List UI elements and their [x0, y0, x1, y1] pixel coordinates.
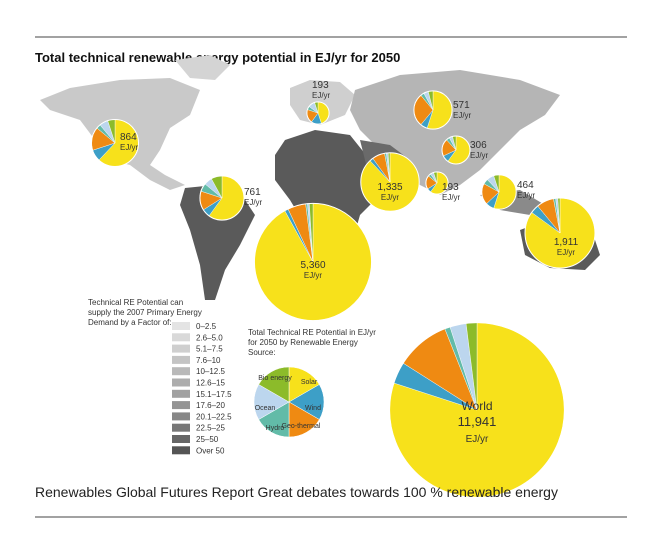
- region-total: 1,335: [377, 182, 402, 193]
- region-unit: EJ/yr: [442, 193, 461, 202]
- pie-outline: [306, 101, 330, 125]
- factor-swatch: [172, 423, 190, 432]
- region-pies: 864EJ/yr761EJ/yr5,360EJ/yr193EJ/yr571EJ/…: [90, 80, 596, 498]
- pie-outline: [441, 135, 471, 165]
- region-unit: EJ/yr: [557, 248, 576, 257]
- source-label: Bio energy: [258, 375, 292, 382]
- region-total: 464: [517, 180, 534, 191]
- region-total: 306: [470, 140, 487, 151]
- factor-swatch: [172, 322, 190, 330]
- factor-label: 2.6–5.0: [196, 333, 223, 342]
- region-total: 5,360: [300, 260, 325, 271]
- pie-outline: [413, 90, 453, 130]
- source-label: Geo-thermal: [282, 423, 321, 430]
- region-total: 1,911: [554, 237, 579, 248]
- pie-outline: [481, 174, 517, 210]
- pie-outline: [90, 118, 140, 168]
- factor-label: 7.6–10: [196, 356, 221, 365]
- world-unit: EJ/yr: [466, 434, 489, 445]
- pie-outline: [253, 202, 373, 322]
- factor-label: 15.1–17.5: [196, 390, 232, 399]
- source-label: Wind: [305, 405, 321, 412]
- region-total: 761: [244, 187, 261, 198]
- world-total: 11,941: [458, 414, 497, 429]
- factor-label: 25–50: [196, 435, 219, 444]
- source-swatch: [258, 366, 290, 403]
- factor-label: 12.6–15: [196, 379, 225, 388]
- factor-legend-title: Technical RE Potential can supply the 20…: [88, 298, 202, 327]
- pie-outline: [524, 197, 596, 269]
- region-unit: EJ/yr: [381, 193, 400, 202]
- factor-label: 20.1–22.5: [196, 412, 232, 421]
- factor-swatch: [172, 435, 190, 443]
- factor-label: 22.5–25: [196, 424, 225, 433]
- source-legend-title-box: Total Technical RE Potential in EJ/yr fo…: [248, 328, 376, 357]
- factor-swatch: [172, 389, 190, 398]
- factor-swatch: [172, 412, 190, 421]
- factor-label: 10–12.5: [196, 367, 225, 376]
- source-label: Hydro: [266, 425, 285, 432]
- factor-label: 5.1–7.5: [196, 345, 223, 354]
- factor-swatch: [172, 344, 190, 353]
- region-unit: EJ/yr: [517, 191, 536, 200]
- region-total: 193: [442, 182, 459, 193]
- pie-outline: [199, 175, 245, 221]
- factor-swatch: [172, 333, 190, 342]
- region-unit: EJ/yr: [470, 151, 489, 160]
- region-unit: EJ/yr: [120, 143, 139, 152]
- factor-label: 17.6–20: [196, 401, 225, 410]
- factor-swatch: [172, 401, 190, 410]
- factor-swatch: [172, 378, 190, 387]
- region-unit: EJ/yr: [244, 198, 263, 207]
- region-total: 193: [312, 80, 329, 91]
- source-legend-title: Total Technical RE Potential in EJ/yr fo…: [248, 328, 376, 357]
- region-unit: EJ/yr: [453, 111, 472, 120]
- region-total: 864: [120, 132, 137, 143]
- region-unit: EJ/yr: [312, 91, 331, 100]
- world-label: World: [461, 399, 492, 413]
- region-unit: EJ/yr: [304, 271, 323, 280]
- footer: Renewables Global Futures Report Great d…: [35, 484, 558, 500]
- factor-swatch: [172, 367, 190, 376]
- factor-legend: 0–2.5 2.6–5.0 5.1–7.5 7.6–10 10–12.5 12.6–15 1…: [172, 322, 232, 455]
- factor-label: Over 50: [196, 446, 225, 455]
- title: Total technical renewable energy potenti…: [35, 50, 400, 65]
- source-label: Solar: [301, 379, 318, 386]
- pie-outline: [389, 322, 565, 498]
- region-total: 571: [453, 100, 470, 111]
- pie-outline: [360, 152, 420, 212]
- factor-swatch: [172, 355, 190, 364]
- source-label: Ocean: [255, 405, 276, 412]
- factor-swatch: [172, 446, 190, 455]
- factor-label: 0–2.5: [196, 322, 217, 331]
- pie-outline: [425, 171, 449, 195]
- factor-legend-title-box: Technical RE Potential can supply the 20…: [88, 298, 202, 327]
- world-pie-labels: World 11,941 EJ/yr: [458, 399, 497, 445]
